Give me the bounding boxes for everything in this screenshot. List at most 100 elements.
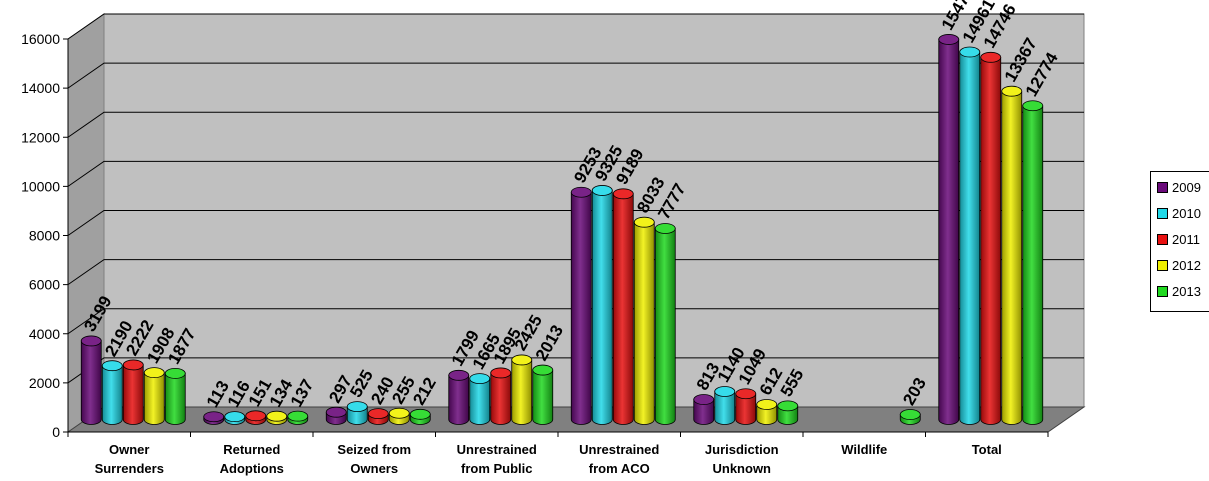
y-tick-label: 10000 — [21, 178, 60, 194]
bar — [693, 394, 715, 425]
y-tick-label: 12000 — [21, 129, 60, 145]
legend-label-2011: 2011 — [1172, 232, 1200, 247]
bar-top — [1001, 85, 1023, 97]
bar-body — [959, 51, 981, 425]
bar — [224, 411, 246, 425]
bar-body — [756, 404, 778, 425]
bar-body — [511, 359, 533, 425]
bar-body — [633, 221, 655, 425]
gridline — [67, 259, 1084, 286]
x-tick-label: Wildlife — [841, 442, 887, 457]
bar-top — [409, 408, 431, 420]
bar — [714, 386, 736, 425]
bar-top — [266, 410, 288, 422]
bar-top — [203, 411, 225, 423]
bar-body — [570, 191, 592, 425]
bars-layer — [80, 34, 1044, 425]
bar — [654, 223, 676, 425]
bar-top — [938, 34, 960, 45]
legend-swatch-2011 — [1157, 234, 1168, 246]
bar — [101, 360, 123, 425]
x-tick-label: Jurisdiction Unknown — [705, 442, 779, 476]
bar-top — [448, 369, 470, 381]
x-tick-label: Unrestrained from Public — [457, 442, 537, 476]
bar-top — [367, 408, 389, 420]
bar-body — [532, 369, 554, 425]
bar — [511, 354, 533, 425]
bar-top — [777, 400, 799, 412]
y-tick-label: 0 — [52, 424, 60, 440]
bar — [325, 406, 347, 425]
bar-body — [469, 378, 491, 425]
gridline — [67, 357, 1084, 384]
bar-top — [346, 401, 368, 413]
bar — [203, 411, 225, 425]
bar-body — [591, 190, 613, 425]
legend-item-2009: 2009 — [1157, 178, 1201, 198]
bar — [409, 408, 431, 425]
bar-body — [448, 374, 470, 425]
bar-body — [122, 364, 144, 425]
legend-swatch-2009 — [1157, 182, 1168, 194]
legend-item-2010: 2010 — [1157, 204, 1201, 224]
bar — [570, 186, 592, 425]
bar-body — [938, 39, 960, 425]
legend-item-2013: 2013 — [1157, 282, 1201, 302]
bar-top — [388, 407, 410, 419]
bar-top — [122, 359, 144, 371]
bar-body — [80, 340, 102, 425]
y-tick-label: 6000 — [29, 277, 60, 293]
legend-swatch-2012 — [1157, 260, 1168, 272]
bar-body — [490, 372, 512, 425]
gridline — [67, 308, 1084, 335]
x-tick-label: Returned Adoptions — [220, 442, 284, 476]
bar — [1022, 100, 1044, 425]
bar — [346, 401, 368, 425]
bar-top — [756, 399, 778, 410]
bar-top — [735, 388, 757, 400]
bar-body — [735, 393, 757, 425]
x-tick-label: Owner Surrenders — [95, 442, 164, 476]
bar — [143, 367, 165, 425]
legend-label-2009: 2009 — [1172, 180, 1201, 195]
bar-top — [1022, 100, 1044, 112]
x-tick-label: Seized from Owners — [337, 442, 411, 476]
bar — [777, 400, 799, 425]
bar — [756, 399, 778, 425]
bar-body — [1001, 90, 1023, 425]
bar — [959, 46, 981, 425]
legend-item-2011: 2011 — [1157, 230, 1200, 250]
bar — [980, 51, 1002, 425]
bar-top — [245, 410, 267, 422]
bar — [469, 373, 491, 425]
bar-top — [591, 185, 613, 196]
bar-top — [287, 410, 309, 422]
bar-top — [490, 367, 512, 379]
legend-label-2013: 2013 — [1172, 284, 1201, 299]
bar-top — [899, 409, 921, 420]
bar-top — [511, 354, 533, 366]
bar-top — [633, 216, 655, 228]
bar-top — [101, 360, 123, 372]
legend-label-2012: 2012 — [1172, 258, 1201, 273]
y-tick-label: 2000 — [29, 375, 60, 391]
legend-swatch-2013 — [1157, 286, 1168, 298]
bar-top — [959, 46, 981, 58]
bar — [591, 185, 613, 425]
bar — [287, 410, 309, 425]
bar — [532, 364, 554, 425]
bar-body — [654, 228, 676, 425]
bar — [899, 409, 921, 425]
bar — [448, 369, 470, 425]
bar — [245, 410, 267, 425]
bar — [80, 335, 102, 425]
gridline — [67, 62, 1084, 89]
bar — [612, 188, 634, 425]
bar-top — [570, 186, 592, 198]
bar — [938, 34, 960, 425]
bar-body — [1022, 105, 1044, 425]
bar — [735, 388, 757, 425]
bar — [164, 367, 186, 425]
